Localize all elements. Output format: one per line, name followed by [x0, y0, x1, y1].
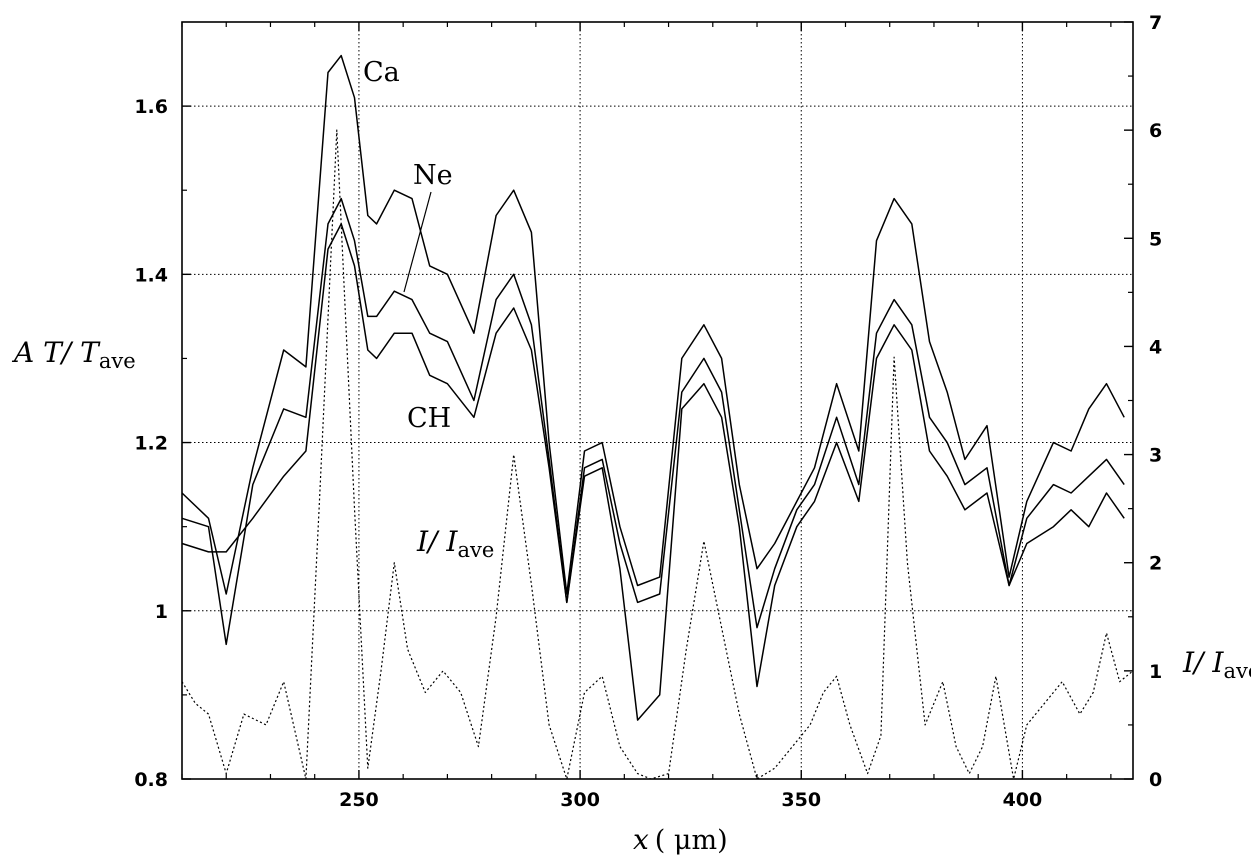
y-left-tick-label: 1.2	[134, 433, 168, 455]
y-axis-right-label-sub: ave	[1223, 659, 1251, 683]
x-tick-label: 400	[1003, 789, 1043, 811]
y-right-tick-label: 5	[1149, 228, 1162, 250]
annotation-intensity: I/ Iave	[416, 525, 494, 562]
y-left-tick-label: 1	[155, 601, 168, 623]
y-right-tick-label: 2	[1149, 553, 1162, 575]
x-axis-label: x( μm)	[633, 823, 728, 855]
series-ca-line	[181, 54, 1125, 595]
annotation-ne: Ne	[413, 160, 453, 191]
y-left-tick-label: 1.4	[134, 264, 168, 286]
series-intensity-line	[181, 129, 1134, 780]
annotation-intensity-main: I/ I	[416, 525, 458, 558]
series-ne-line	[181, 197, 1125, 646]
y-right-tick-label: 4	[1149, 336, 1162, 358]
tick-labels: 250 300 350 400 0.8 1 1.2 1.4 1.6 0 1 2 3 4 5 6 7	[134, 12, 1162, 811]
y-axis-left-label: A T/ Tave	[11, 336, 136, 373]
annotation-intensity-sub: ave	[457, 538, 494, 562]
annotation-ch: CH	[407, 403, 451, 434]
y-left-tick-label: 1.6	[134, 96, 168, 118]
y-axis-right-label-main: I/ I	[1182, 646, 1224, 679]
plot-frame	[181, 21, 1134, 780]
x-tick-label: 250	[339, 789, 379, 811]
y-right-tick-label: 7	[1149, 12, 1162, 34]
y-right-tick-label: 3	[1149, 445, 1162, 467]
grid-lines	[182, 22, 1133, 779]
y-right-tick-label: 6	[1149, 120, 1162, 142]
series-ch-line	[181, 223, 1125, 721]
y-axis-left-label-main: A T/ T	[11, 336, 101, 369]
y-left-tick-label: 0.8	[134, 769, 168, 791]
data-series	[181, 54, 1134, 780]
x-tick-label: 300	[560, 789, 600, 811]
annotation-ne-pointer	[403, 191, 432, 293]
x-tick-label: 350	[781, 789, 821, 811]
annotation-ca: Ca	[363, 57, 400, 88]
x-axis-label-main: x	[633, 823, 649, 855]
x-axis-label-paren: ( μm)	[655, 825, 728, 855]
y-axis-left-label-sub: ave	[99, 349, 136, 373]
y-right-tick-label: 0	[1149, 769, 1162, 791]
y-right-tick-label: 1	[1149, 661, 1162, 683]
y-axis-right-label: I/ Iave	[1182, 646, 1251, 683]
